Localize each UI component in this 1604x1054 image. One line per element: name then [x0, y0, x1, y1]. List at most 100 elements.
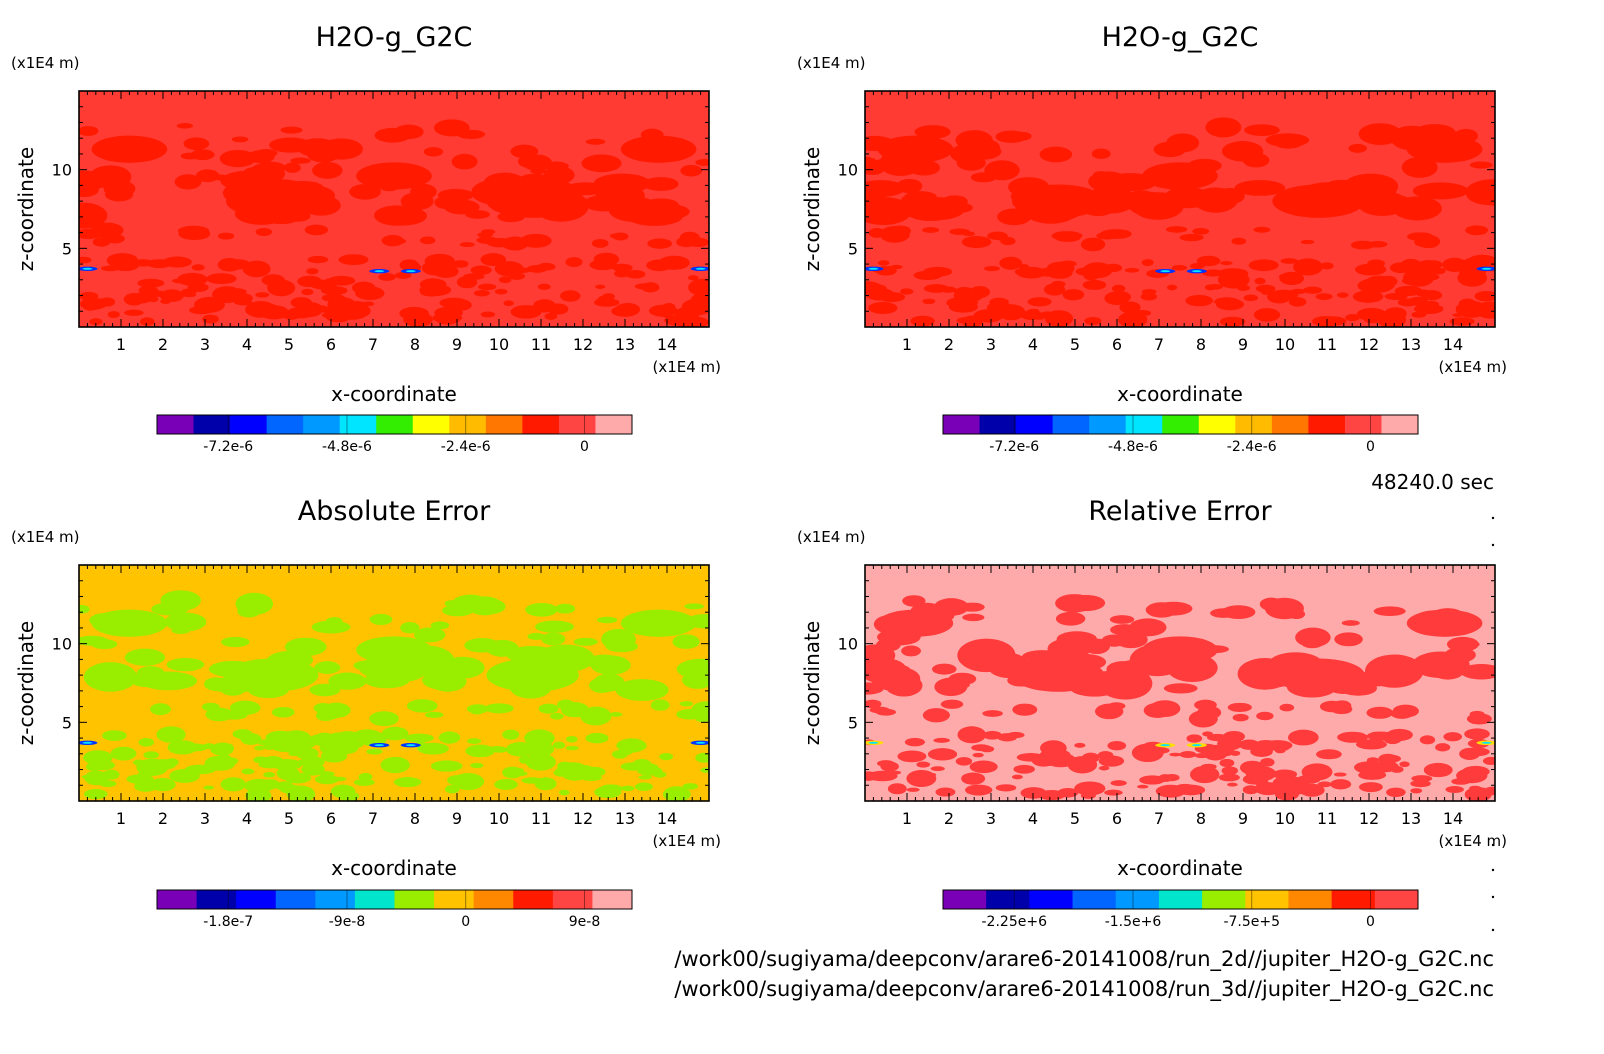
colorbar-swatch — [979, 415, 1017, 434]
field-patch — [174, 174, 202, 190]
field-patch — [1157, 774, 1173, 783]
field-patch — [865, 160, 886, 175]
field-patch — [136, 666, 165, 682]
field-patch — [437, 188, 474, 202]
y-tick-label: 5 — [62, 239, 72, 258]
field-patch — [1435, 743, 1451, 752]
field-patch — [1141, 289, 1157, 295]
field-patch — [1383, 733, 1402, 745]
field-patch — [160, 590, 201, 611]
y-unit-label: (x1E4 m) — [11, 528, 80, 546]
x-tick-label: 1 — [116, 809, 126, 828]
field-patch — [469, 706, 485, 715]
field-patch — [695, 752, 709, 763]
colorbar: -2.25e+6 -1.5e+6 -7.5e+5 0 — [942, 889, 1419, 930]
field-patch — [228, 288, 247, 296]
x-tick-label: 10 — [1275, 335, 1295, 354]
field-patch — [1424, 273, 1440, 281]
field-patch — [189, 306, 214, 315]
field-patch — [1237, 284, 1250, 291]
anomaly-core — [405, 744, 416, 747]
field-patch — [150, 703, 171, 716]
field-patch — [284, 772, 312, 784]
x-tick-label: 11 — [531, 335, 551, 354]
field-patch — [543, 166, 575, 184]
field-patch — [407, 699, 438, 713]
field-patch — [1352, 290, 1384, 303]
field-patch — [996, 162, 1017, 173]
field-patch — [1445, 785, 1464, 793]
field-patch — [333, 776, 347, 782]
field-patch — [484, 703, 514, 714]
field-patch — [1290, 288, 1306, 295]
y-axis-label: z-coordinate — [800, 621, 824, 745]
field-patch — [1142, 162, 1218, 190]
field-patch — [325, 617, 343, 625]
field-patch — [1055, 611, 1086, 626]
field-patch — [1451, 778, 1471, 785]
field-patch — [166, 657, 205, 672]
field-patch — [972, 752, 984, 758]
field-patch — [1143, 702, 1172, 718]
field-patch — [1084, 317, 1102, 326]
field-patch — [580, 774, 602, 782]
field-patch — [1176, 784, 1206, 796]
field-patch — [1272, 184, 1365, 218]
field-patch — [1135, 309, 1152, 317]
field-patch — [616, 738, 647, 753]
x-tick-label: 11 — [1317, 809, 1337, 828]
colorbar-swatch — [1308, 415, 1346, 434]
field-patch — [452, 260, 469, 268]
field-patch — [695, 158, 709, 166]
field-patch — [1243, 294, 1258, 302]
field-patch — [590, 655, 631, 675]
field-patch — [1067, 756, 1098, 774]
field-patch — [79, 604, 90, 614]
field-patch — [695, 715, 709, 723]
colorbar-swatch — [1235, 415, 1273, 434]
colorbar-frame — [942, 889, 1419, 910]
field-patch — [602, 293, 615, 300]
field-patch — [1379, 275, 1398, 287]
field-patch — [470, 265, 492, 275]
field-patch — [1037, 789, 1066, 801]
field-patch — [1141, 259, 1154, 266]
field-patch — [413, 627, 446, 643]
field-patch — [374, 127, 411, 143]
field-patch — [1423, 300, 1440, 308]
field-patch — [202, 314, 219, 324]
field-patch — [1074, 781, 1106, 796]
field-patch — [107, 311, 120, 319]
field-patch — [1111, 284, 1126, 293]
field-patch — [306, 268, 319, 275]
x-axis-label: x-coordinate — [1117, 856, 1243, 880]
field-patch — [1348, 143, 1367, 153]
field-patch — [1459, 747, 1481, 760]
colorbar-swatch — [558, 415, 596, 434]
field-patch — [1265, 133, 1310, 148]
field-patch — [1185, 294, 1214, 307]
field-patch — [564, 182, 607, 196]
field-patch — [1469, 785, 1482, 791]
field-patch — [508, 272, 525, 280]
field-patch — [140, 317, 155, 326]
field-patch — [1365, 654, 1424, 688]
field-patch — [1469, 710, 1485, 718]
field-patch — [467, 738, 482, 745]
field-patch — [318, 771, 335, 777]
field-patch — [159, 289, 184, 302]
field-patch — [301, 288, 314, 296]
field-patch — [890, 264, 903, 270]
field-patch — [178, 228, 211, 241]
field-patch — [953, 288, 984, 303]
field-patch — [244, 778, 274, 794]
field-patch — [465, 744, 495, 758]
margin-dot — [1491, 543, 1495, 547]
field-patch — [1190, 262, 1205, 269]
field-patch — [1411, 311, 1427, 318]
field-patch — [541, 632, 566, 646]
field-patch — [949, 228, 970, 235]
field-patch — [110, 746, 137, 761]
field-patch — [356, 636, 432, 664]
field-patch — [1401, 276, 1431, 286]
